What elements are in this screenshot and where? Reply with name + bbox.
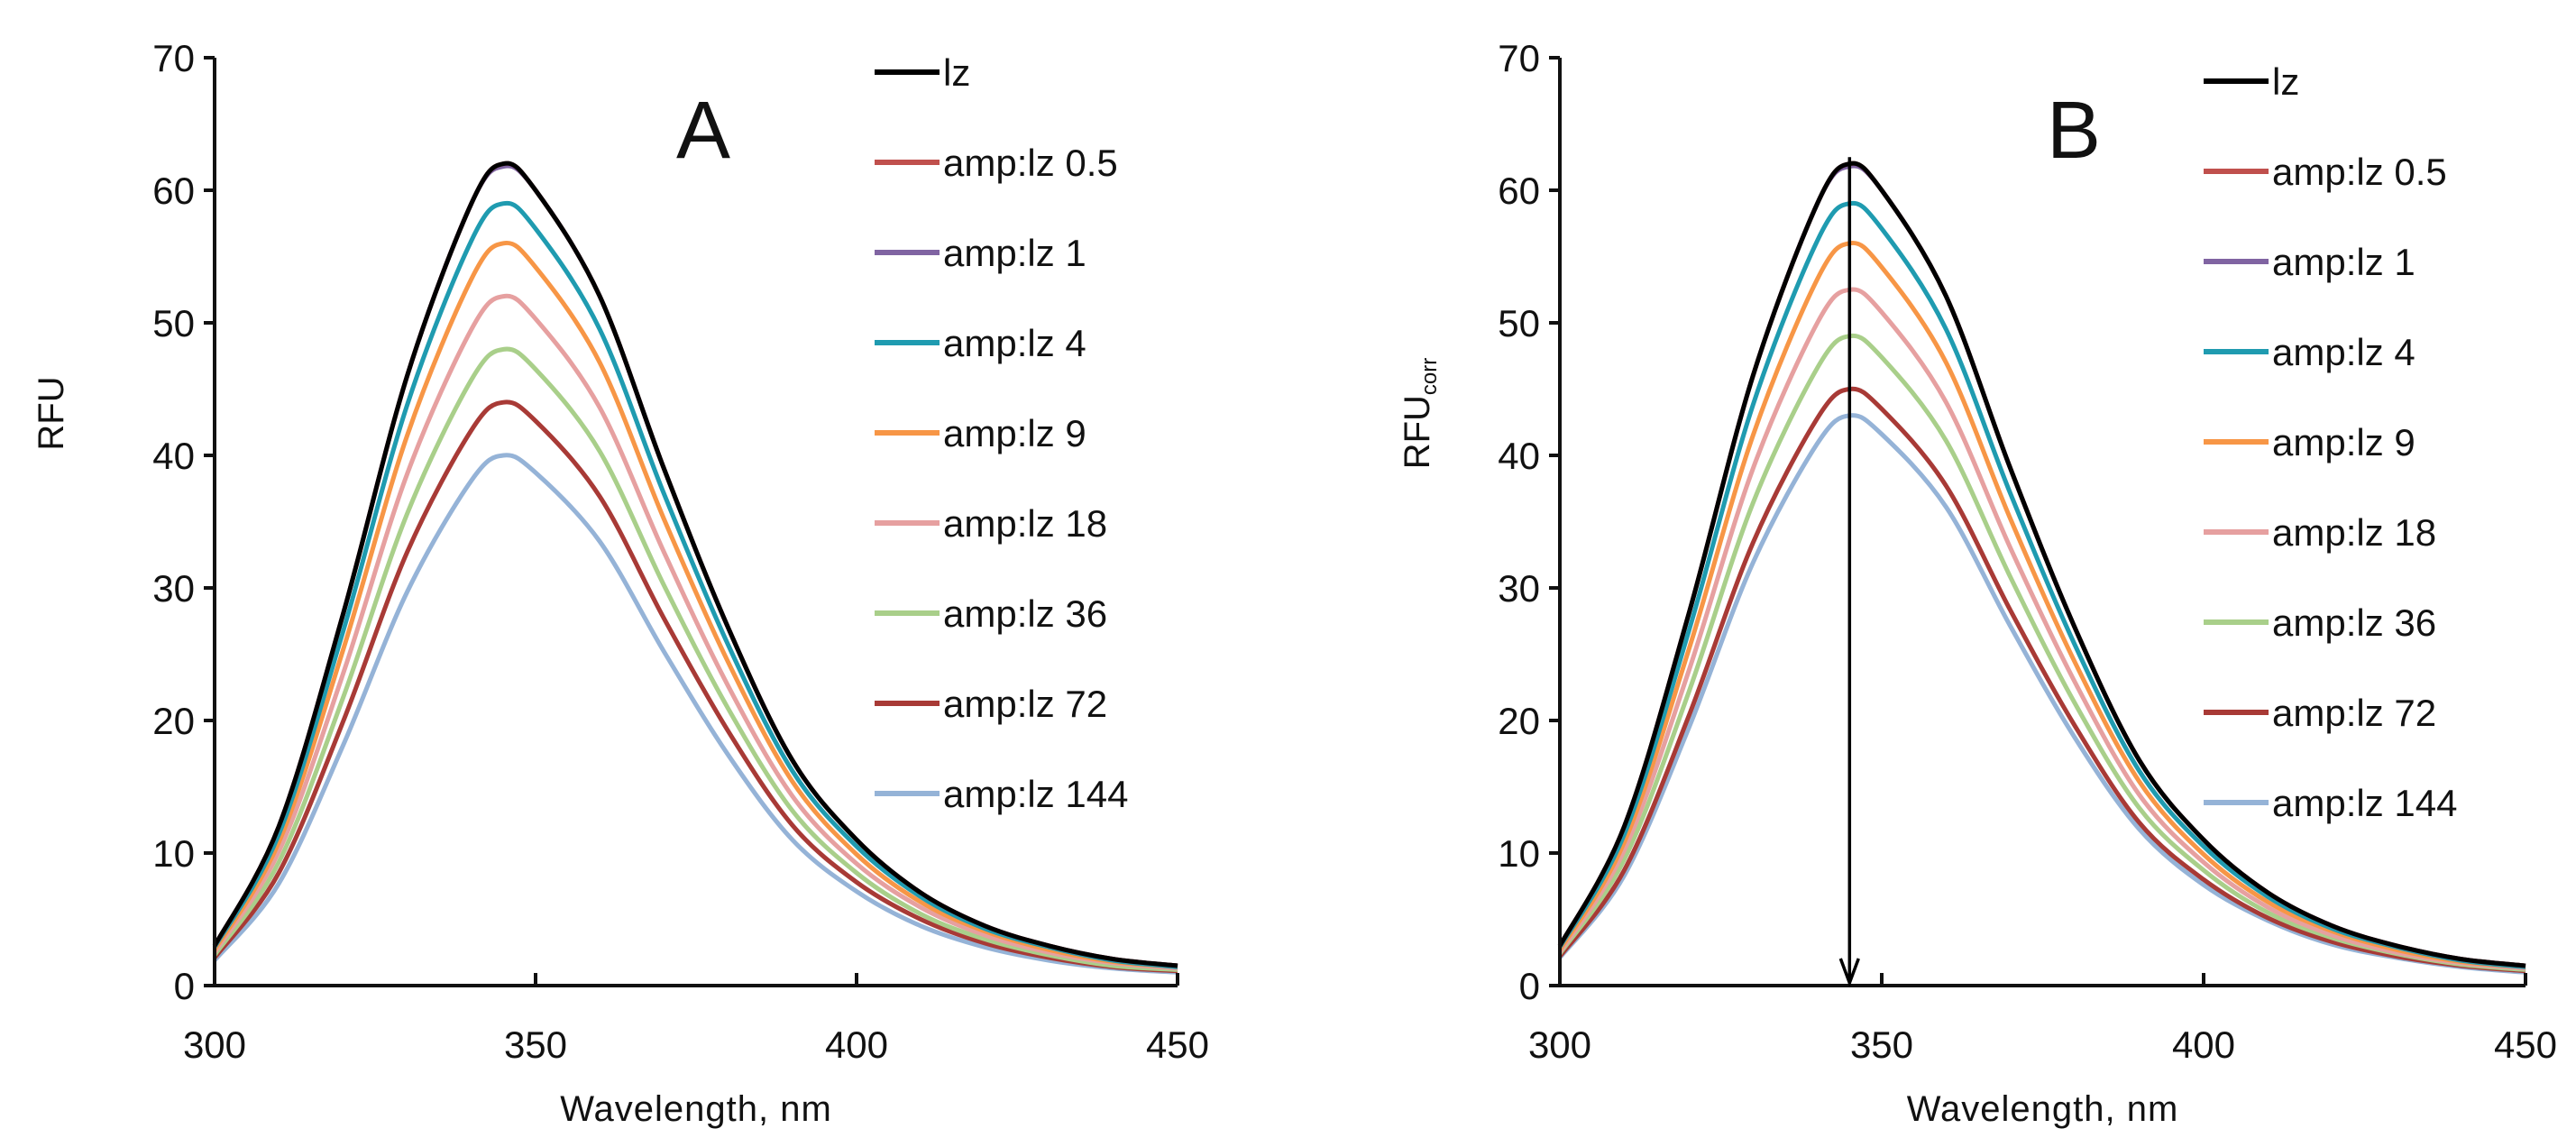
series-line	[1557, 161, 2526, 968]
x-tick-label: 300	[183, 1023, 246, 1066]
series-line	[212, 346, 1178, 972]
series-line	[212, 161, 1178, 968]
x-tick-label: 350	[504, 1023, 567, 1066]
y-tick-label: 50	[1498, 302, 1540, 344]
series-line	[1557, 386, 2526, 974]
legend-label: amp:lz 0.5	[943, 142, 1118, 184]
legend-label: amp:lz 4	[943, 322, 1086, 364]
peak-arrow-head	[1838, 958, 1860, 988]
series-line	[1557, 287, 2526, 971]
legend-label: amp:lz 4	[2272, 331, 2416, 373]
series-line	[212, 293, 1178, 971]
y-tick-label: 60	[152, 170, 195, 212]
panel-label: A	[676, 86, 730, 176]
series-line	[1557, 333, 2526, 972]
y-tick-label: 20	[1498, 700, 1540, 742]
chart-panel-a: 0 10 20 30 40 50 60 70 300 350 400 450 Wavelength, n…	[32, 37, 1209, 1129]
y-tick-label: 30	[152, 567, 195, 610]
legend-label: amp:lz 9	[2272, 421, 2416, 463]
y-tick-label: 10	[152, 832, 195, 875]
series-line	[213, 399, 1178, 974]
legend-label: amp:lz 144	[943, 773, 1128, 815]
y-tick-label: 50	[152, 302, 195, 344]
series-line	[212, 200, 1178, 969]
legend-label: amp:lz 9	[943, 412, 1086, 454]
x-tick-label: 450	[1146, 1023, 1209, 1066]
y-tick-label: 30	[1498, 567, 1540, 610]
y-tick-label: 70	[152, 37, 195, 79]
legend-label: amp:lz 18	[2272, 511, 2436, 554]
y-axis-label: RFUcorr	[1398, 358, 1442, 470]
legend-label: amp:lz 0.5	[2272, 151, 2447, 193]
legend-label: amp:lz 1	[943, 232, 1086, 274]
y-tick-label: 0	[1519, 965, 1540, 1007]
legend-label: lz	[943, 51, 970, 94]
y-tick-label: 60	[1498, 170, 1540, 212]
y-tick-label: 40	[1498, 435, 1540, 477]
y-tick-label: 0	[174, 965, 195, 1007]
y-axis-label-subscript: corr	[1417, 358, 1442, 395]
legend-label: amp:lz 36	[2272, 601, 2436, 644]
series-line	[212, 240, 1178, 969]
series-line	[1558, 413, 2526, 975]
panel-label: B	[2047, 86, 2101, 176]
y-tick-label: 70	[1498, 37, 1540, 79]
y-tick-label: 20	[152, 700, 195, 742]
x-axis-label: Wavelength, nm	[1907, 1089, 2179, 1129]
legend-label: amp:lz 144	[2272, 782, 2457, 824]
legend-label: amp:lz 36	[943, 592, 1107, 635]
chart-panel-b: 0 10 20 30 40 50 60 70 300 350 400 450 Wavelength, n…	[1398, 37, 2557, 1129]
legend-label: lz	[2272, 60, 2299, 103]
series-line	[1557, 240, 2526, 969]
series-line	[1557, 161, 2526, 968]
legend-label: amp:lz 72	[943, 683, 1107, 725]
series-line	[212, 161, 1178, 968]
x-tick-label: 400	[2172, 1023, 2235, 1066]
x-tick-label: 300	[1528, 1023, 1591, 1066]
legend-label: amp:lz 1	[2272, 241, 2416, 283]
x-tick-label: 400	[825, 1023, 888, 1066]
y-axis-label-main: RFU	[32, 376, 71, 450]
series-line	[213, 453, 1178, 975]
x-axis-label: Wavelength, nm	[560, 1089, 832, 1129]
y-tick-label: 10	[1498, 832, 1540, 875]
x-tick-label: 350	[1850, 1023, 1913, 1066]
y-axis-label: RFU	[32, 376, 71, 450]
series-line	[1557, 200, 2526, 969]
y-axis-label-main: RFU	[1398, 395, 1437, 469]
y-tick-label: 40	[152, 435, 195, 477]
legend-label: amp:lz 18	[943, 502, 1107, 545]
x-tick-label: 450	[2494, 1023, 2557, 1066]
legend-label: amp:lz 72	[2272, 692, 2436, 734]
